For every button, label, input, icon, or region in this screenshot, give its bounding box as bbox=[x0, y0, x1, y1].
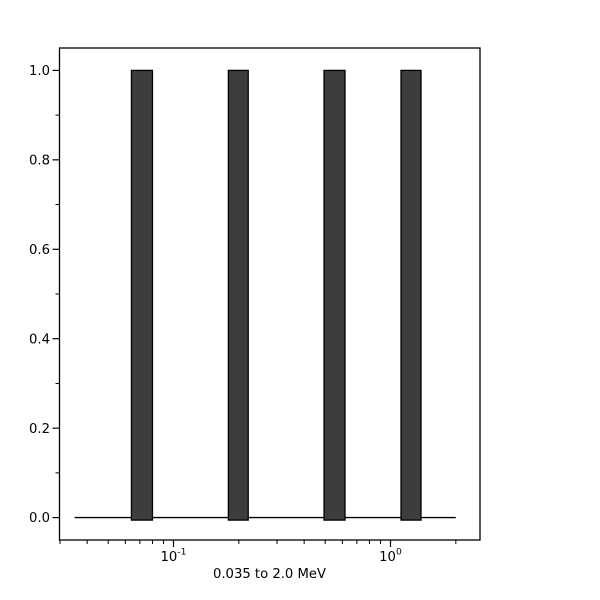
histogram-bar bbox=[130, 69, 154, 521]
y-tick-label: 0.0 bbox=[29, 511, 50, 526]
x-tick-label: 100 bbox=[379, 547, 402, 566]
y-tick-label: 0.6 bbox=[29, 243, 50, 258]
histogram-bar bbox=[227, 69, 249, 521]
x-axis-label: 0.035 to 2.0 MeV bbox=[213, 567, 326, 582]
histogram-bar bbox=[400, 69, 422, 521]
y-tick-label: 0.8 bbox=[29, 153, 50, 168]
y-tick-label: 0.2 bbox=[29, 422, 50, 437]
histogram-bar bbox=[323, 69, 346, 521]
y-tick-label: 0.4 bbox=[29, 332, 50, 347]
y-tick-label: 1.0 bbox=[29, 64, 50, 79]
x-tick-label: 10-1 bbox=[161, 547, 187, 566]
